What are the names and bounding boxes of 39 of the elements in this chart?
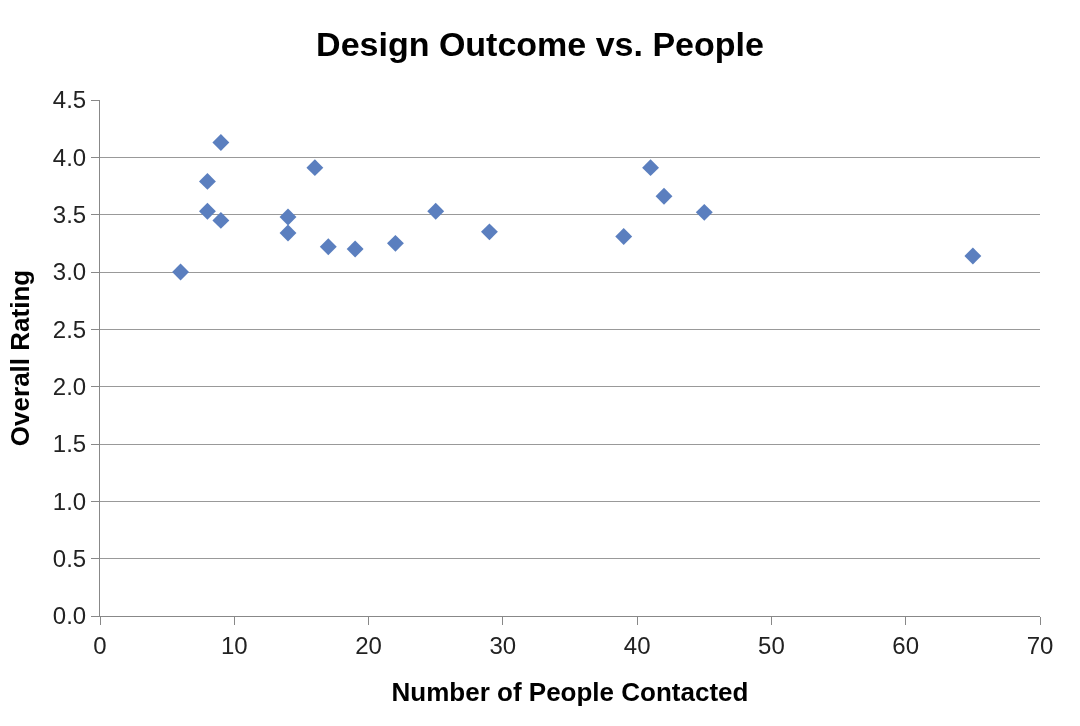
y-axis-title: Overall Rating (5, 269, 36, 447)
point (386, 234, 404, 252)
y-tick-label: 1.5 (52, 430, 87, 458)
point (212, 211, 230, 229)
point (964, 247, 982, 265)
point (480, 223, 498, 241)
point (319, 238, 337, 256)
point (642, 159, 660, 177)
y-tick-label: 0.5 (52, 545, 87, 573)
point (655, 187, 673, 205)
x-tick-label: 0 (93, 631, 107, 659)
point (427, 202, 445, 220)
point (279, 208, 297, 226)
x-tick-label: 10 (220, 631, 248, 659)
point (198, 172, 216, 190)
point (695, 203, 713, 221)
y-tick-label: 3.5 (52, 201, 87, 229)
point (615, 228, 633, 245)
x-axis-title: Number of People Contacted (391, 677, 749, 708)
x-tick-label: 40 (623, 631, 651, 659)
point (172, 263, 190, 281)
x-tick-label: 60 (892, 631, 920, 659)
y-tick-label: 2.0 (52, 373, 87, 401)
x-tick-label: 50 (758, 631, 785, 659)
y-tick-label: 2.5 (52, 315, 87, 343)
x-tick-label: 20 (355, 631, 382, 659)
y-tick-label: 3.0 (52, 258, 87, 286)
point (346, 240, 364, 258)
point (198, 202, 216, 220)
y-tick-label: 0.0 (52, 602, 87, 630)
x-tick-label: 30 (489, 631, 517, 659)
x-tick-label: 70 (1026, 631, 1054, 659)
point (212, 133, 230, 151)
y-tick-label: 4.0 (52, 143, 87, 171)
y-tick-label: 4.5 (52, 86, 87, 114)
point (279, 224, 297, 242)
point (306, 159, 324, 177)
chart-title: Design Outcome vs. People (316, 25, 764, 64)
y-tick-label: 1.0 (52, 487, 87, 515)
